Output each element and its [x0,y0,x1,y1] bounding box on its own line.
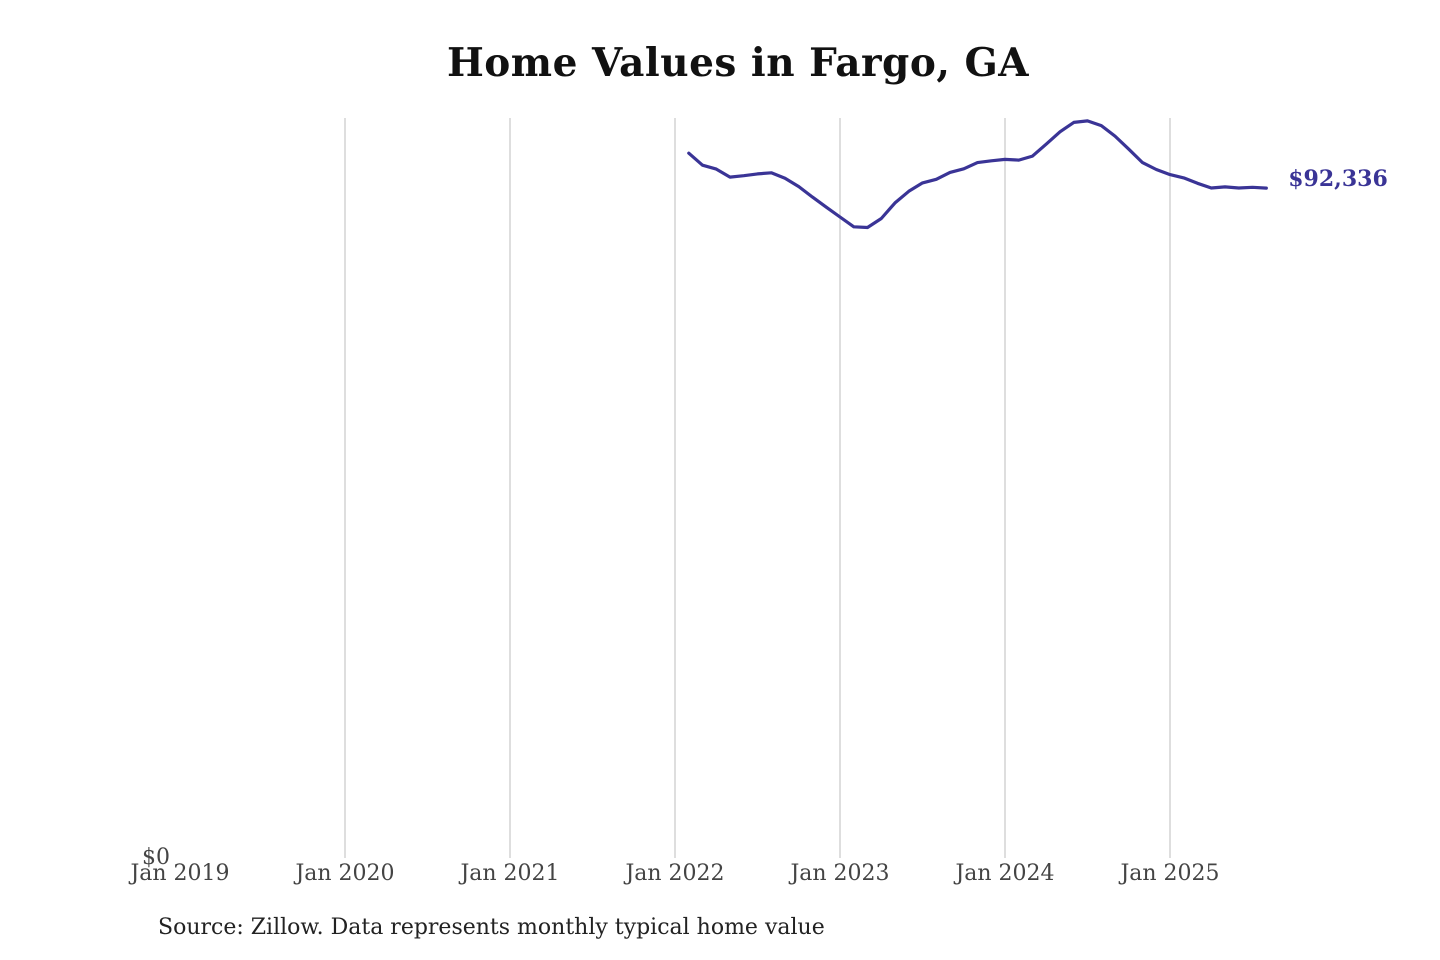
x-tick-label: Jan 2024 [953,861,1054,886]
data-point [1072,121,1076,124]
data-point [838,215,842,219]
data-point [811,195,814,199]
data-point [921,181,924,185]
data-point [783,177,787,180]
data-point [1196,182,1199,185]
data-point [1168,173,1172,176]
data-point [728,175,732,179]
data-point [976,161,979,164]
data-point [1003,158,1007,161]
source-note: Source: Zillow. Data represents monthly … [158,915,825,940]
data-point [1155,168,1158,171]
data-point [880,217,883,220]
data-point [687,152,690,155]
data-point [1251,186,1254,189]
x-tick-label: Jan 2023 [788,861,889,886]
data-point [1113,134,1117,138]
data-point [797,185,800,188]
x-tick-label: Jan 2025 [1118,861,1219,886]
data-point [935,178,938,181]
data-point [1223,185,1227,189]
data-point [962,167,965,170]
data-point [1127,148,1131,151]
data-point [1141,161,1144,164]
series-line [687,119,1268,230]
chart-title: Home Values in Fargo, GA [446,40,1030,86]
data-point [1100,124,1103,127]
data-point [948,171,952,174]
data-point [756,172,759,176]
data-point [770,171,773,174]
data-point [893,201,897,205]
axis-labels: Jan 2019 Jan 2020 Jan 2021 Jan 2022 Jan 2023… [128,845,1219,886]
data-point [742,174,745,177]
data-point [852,225,855,228]
data-point [715,167,718,171]
x-tick-label: Jan 2020 [293,861,394,886]
data-point [1045,142,1048,146]
data-point [1031,154,1034,158]
data-point [1017,158,1020,162]
gridlines [344,118,1171,858]
x-tick-label: Jan 2019 [128,861,229,886]
data-point [1237,186,1241,190]
data-point [701,164,704,167]
x-tick-label: Jan 2022 [623,861,724,886]
end-value-label: $92,336 [1288,166,1388,192]
data-point [825,206,828,209]
data-point [1182,176,1186,180]
data-point [990,159,993,162]
x-tick-label: Jan 2021 [458,861,559,886]
data-point [1265,186,1268,190]
data-point [1210,186,1213,190]
y-tick-label: $0 [142,845,170,870]
data-point [866,226,869,229]
data-point [907,190,910,193]
series-layer: $92,336 [687,119,1388,230]
data-point [1058,130,1062,133]
data-point [1086,119,1089,123]
